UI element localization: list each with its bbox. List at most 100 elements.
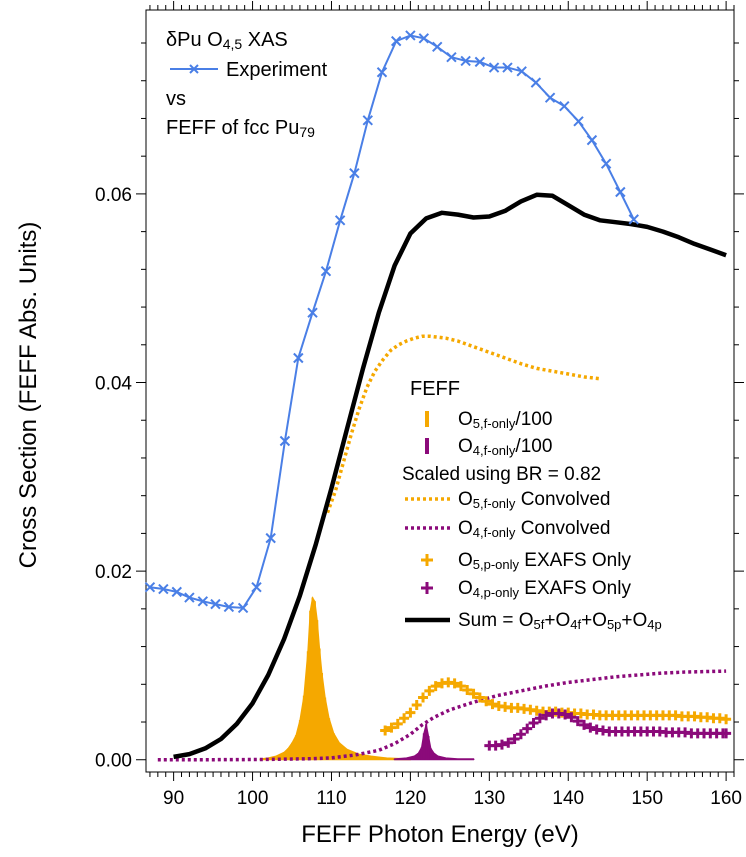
o5_p_only_exafs-marker-17 [487,699,498,710]
o4_p_only_exafs-marker-4 [509,733,520,744]
o4_p_only_exafs-marker-9 [541,710,552,721]
experiment-marker-20 [418,33,430,44]
annotation-title-part-1: 4,5 [223,36,243,52]
legend-label-6-part-0: Sum = O [458,610,534,631]
annotation-feff: FEFF of fcc Pu79 [166,117,315,140]
legend-scaled-note: Scaled using BR = 0.82 [402,464,601,485]
plot-border [145,9,735,773]
o5_p_only_exafs-marker-15 [474,692,485,703]
experiment-marker-32 [586,134,598,146]
experiment-marker-33 [600,158,612,169]
experiment-marker-26 [502,62,513,73]
legend-header: FEFF [410,378,460,400]
axis-ticks: 90 100 110 120 130 140 150 160 0.00 0.02 0.04 0.06 [95,1,744,809]
o4_p_only_exafs-marker-6 [522,723,533,734]
o5_p_only_exafs-marker-54 [721,714,732,725]
o5_p_only_exafs-marker-3 [399,713,410,724]
legend-label-0-part-0: O [458,409,473,430]
experiment-marker-34 [615,186,626,198]
x-tick-label-90: 90 [163,788,184,809]
o4_p_only_exafs-marker-8 [534,713,545,724]
annotation-vs: vs [166,88,186,110]
y-tick-label-0.04: 0.04 [95,374,132,395]
x-tick-label-110: 110 [316,788,346,809]
o4_p_only_exafs-marker-38 [721,728,732,739]
o5_p_only_exafs-marker-8 [430,681,441,692]
experiment-marker-18 [390,35,402,47]
x-tick-label-140: 140 [552,788,584,809]
experiment-marker-10 [279,435,291,447]
o5_p_only_exafs-marker-14 [468,688,479,699]
o5_f_only_div100-fill [259,596,411,761]
legend-label-2-part-0: O [458,489,473,510]
experiment-marker-0 [144,581,156,593]
legend-label-6-part-1: 5f [534,617,545,632]
o5_p_only_exafs-marker-12 [455,681,466,692]
legend-label-1-part-0: O [458,436,473,457]
o4_p_only_exafs-marker-13 [566,712,577,723]
legend-label-5: O4,p-only EXAFS Only [458,578,631,600]
legend-label-6: Sum = O5f+O4f+O5p+O4p [458,610,662,632]
experiment-marker-13 [320,266,332,277]
legend-label-3-part-2: Convolved [515,518,610,539]
x-axis-label: FEFF Photon Energy (eV) [301,821,578,848]
o5_p_only_exafs-marker-11 [449,678,460,689]
x-tick-label-120: 120 [395,788,427,809]
o5_p_only_exafs-marker-16 [481,696,492,707]
legend-label-0-part-2: /100 [515,409,552,430]
legend-label-3-part-0: O [458,518,473,539]
legend-label-3-part-1: 4,f-only [473,525,516,540]
o5_p_only_exafs-marker-2 [392,718,403,729]
legend-label-3: O4,f-only Convolved [458,518,610,540]
series-layer [144,30,732,762]
annotation-title-part-0: δPu O [166,29,223,51]
legend-marker-plus-5 [421,582,433,594]
y-tick-label-0.00: 0.00 [95,751,132,772]
o4_p_only_exafs-marker-3 [503,737,514,748]
legend-label-1-part-2: /100 [515,436,552,457]
x-tick-label-100: 100 [237,788,269,809]
experiment-marker-23 [460,55,471,67]
experiment-marker-24 [474,56,486,68]
o4_p_only_exafs-marker-5 [515,729,526,740]
experiment-marker-31 [573,116,584,127]
o4_f_only_convolved-line [157,669,727,762]
y-axis-label: Cross Section (FEFF Abs. Units) [15,222,42,569]
x-tick-label-130: 130 [473,788,505,809]
experiment-legend-label: Experiment [226,59,328,81]
legend-label-6-part-2: +O [544,610,570,631]
annotation: δPu O4,5 XAS Experiment vs FEFF of fcc Pu79 [166,29,328,140]
o5_p_only_exafs-marker-6 [418,692,429,703]
experiment-marker-35 [628,214,639,225]
experiment-marker-8 [251,581,262,593]
annotation-feff-part-0: FEFF of fcc Pu [166,117,299,139]
experiment-marker-30 [559,100,570,112]
x-tick-label-160: 160 [710,788,742,809]
o4_p_only_exafs-marker-7 [528,717,539,728]
o5_p_only_exafs-marker-4 [405,707,416,718]
experiment-marker-7 [237,602,249,614]
sum-line [173,192,727,760]
experiment-marker-22 [446,51,457,63]
plot-frame [145,9,735,773]
experiment-marker-16 [362,115,373,126]
legend-label-6-part-6: +O [621,610,647,631]
experiment-marker-25 [488,62,500,73]
legend-label-1: O4,f-only/100 [458,436,552,458]
experiment-marker-19 [405,30,416,41]
experiment-marker-9 [265,532,276,544]
x-tick-label-150: 150 [631,788,663,809]
legend-label-4: O5,p-only EXAFS Only [458,550,631,572]
experiment-marker-11 [293,352,304,364]
o4_p_only_exafs-marker-12 [560,709,571,720]
o5_p_only_exafs-marker-13 [462,684,473,695]
experiment-marker-6 [223,601,235,613]
experiment-marker-5 [210,598,221,610]
legend-label-0-part-1: 5,f-only [473,416,516,431]
o5_p_only_exafs-marker-0 [380,725,391,736]
y-tick-label-0.02: 0.02 [95,562,132,583]
legend-label-6-part-4: +O [581,610,607,631]
legend-label-6-part-3: 4f [570,617,581,632]
